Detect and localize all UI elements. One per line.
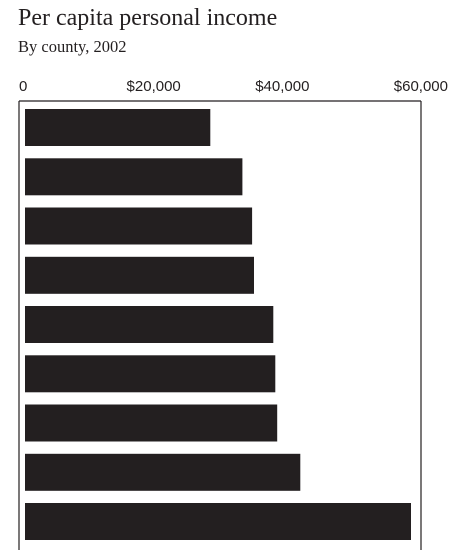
bar (25, 503, 411, 540)
x-tick-label: $40,000 (255, 78, 309, 95)
bar (25, 355, 276, 393)
x-tick-label: $20,000 (127, 78, 181, 95)
chart-subtitle: By county, 2002 (18, 37, 127, 56)
bar (25, 158, 243, 196)
x-tick-label: 0 (19, 78, 27, 95)
bar (25, 453, 301, 491)
bar (25, 207, 253, 245)
bar (25, 306, 274, 343)
bar (25, 256, 254, 294)
chart-title: Per capita personal income (18, 5, 278, 31)
bar (25, 109, 211, 146)
x-tick-label: $60,000 (394, 78, 448, 95)
bar (25, 404, 278, 442)
